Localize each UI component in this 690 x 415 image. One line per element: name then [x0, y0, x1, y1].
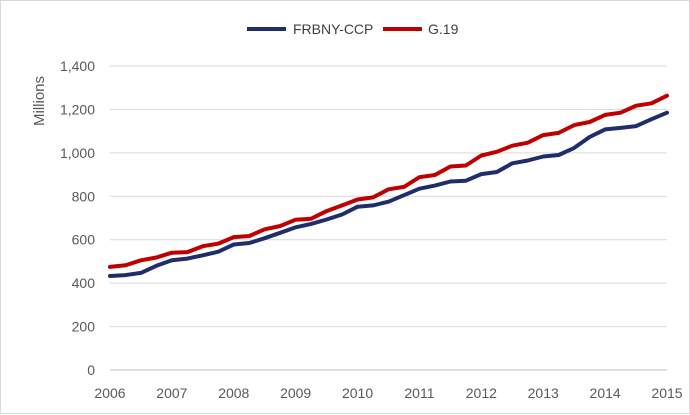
y-tick-label: 800	[72, 188, 96, 204]
x-tick-label: 2012	[466, 385, 497, 401]
series-lines	[108, 93, 669, 278]
x-tick-label: 2010	[342, 385, 373, 401]
y-tick-label: 1,400	[60, 58, 95, 74]
x-tick-label: 2014	[590, 385, 621, 401]
x-tick-label: 2008	[218, 385, 249, 401]
legend-label-g19: G.19	[428, 21, 459, 37]
gridlines	[110, 65, 667, 371]
x-tick-label: 2009	[280, 385, 311, 401]
legend: FRBNY-CCP G.19	[247, 21, 459, 37]
x-tick-label: 2013	[528, 385, 559, 401]
x-tick-labels: 2006 2007 2008 2009 2010 2011 2012 2013 2014 2015	[94, 385, 682, 401]
y-tick-label: 1,200	[60, 101, 95, 117]
series-line-g19	[108, 93, 669, 269]
x-tick-label: 2007	[156, 385, 187, 401]
y-tick-label: 400	[72, 275, 96, 291]
y-axis-title: Millions	[31, 76, 48, 126]
x-tick-label: 2006	[94, 385, 125, 401]
x-tick-label: 2011	[404, 385, 434, 401]
y-tick-label: 1,000	[60, 145, 95, 161]
y-tick-label: 0	[87, 362, 95, 378]
legend-label-frbny-ccp: FRBNY-CCP	[293, 21, 373, 37]
y-tick-label: 200	[72, 319, 96, 335]
series-line-frbny-ccp	[108, 110, 669, 278]
x-tick-label: 2015	[651, 385, 682, 401]
y-tick-label: 600	[72, 232, 96, 248]
y-tick-labels: 0 200 400 600 800 1,000 1,200 1,400	[60, 58, 95, 378]
